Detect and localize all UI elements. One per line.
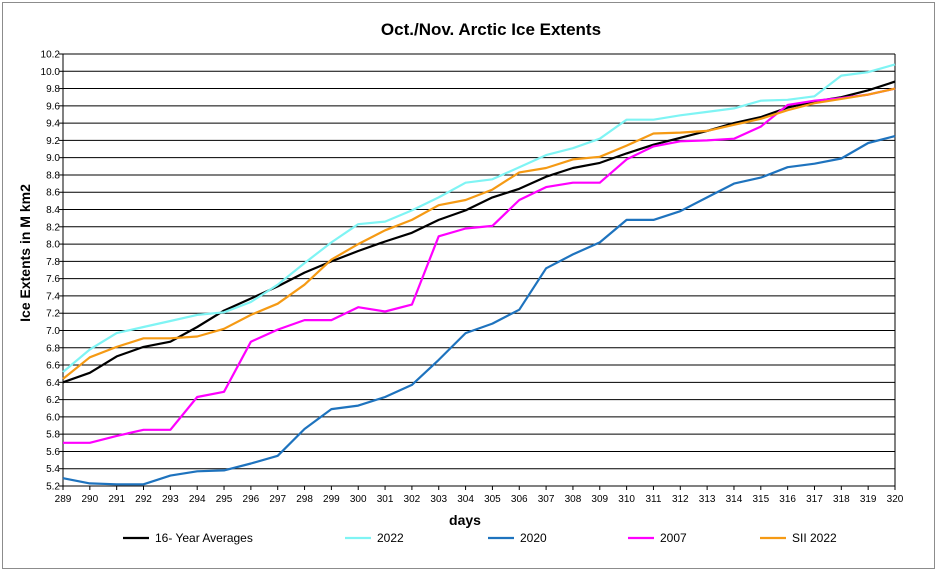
y-tick-label: 10.0 — [41, 67, 61, 78]
y-tick-label: 8.4 — [46, 205, 60, 216]
x-tick-label: 298 — [296, 494, 313, 505]
y-tick-label: 8.2 — [46, 222, 60, 233]
legend: 16- Year Averages 2022 2020 2007 SII 2022 — [123, 531, 837, 545]
series-line-sii-2022 — [62, 87, 896, 380]
y-tick-label: 5.4 — [46, 464, 60, 475]
x-tick-label: 304 — [457, 494, 474, 505]
x-tick-label: 314 — [726, 494, 743, 505]
x-tick-label: 315 — [752, 494, 769, 505]
y-tick-label: 5.8 — [46, 430, 60, 441]
y-tick-label: 7.8 — [46, 257, 60, 268]
x-tick-label: 302 — [404, 494, 421, 505]
x-tick-label: 318 — [833, 494, 850, 505]
x-tick-label: 290 — [81, 494, 98, 505]
x-tick-label: 292 — [135, 494, 152, 505]
y-tick-label: 7.2 — [46, 309, 60, 320]
y-tick-label: 5.6 — [46, 447, 60, 458]
plot-area: 5.2 5.4 5.6 5.8 6.0 6.2 6.4 6.6 6.8 7.0 7.2 7.4 7.6 7… — [41, 50, 904, 506]
x-tick-label: 313 — [699, 494, 716, 505]
x-tick-label: 316 — [779, 494, 796, 505]
y-tick-label: 10.2 — [41, 50, 61, 61]
x-tick-label: 305 — [484, 494, 501, 505]
x-tick-label: 310 — [618, 494, 635, 505]
x-tick-label: 309 — [591, 494, 608, 505]
y-tick-label: 6.4 — [46, 378, 60, 389]
y-tick-label: 8.0 — [46, 240, 60, 251]
y-tick-label: 5.2 — [46, 482, 60, 493]
y-tick-label: 9.4 — [46, 119, 60, 130]
legend-label: 16- Year Averages — [155, 531, 253, 545]
x-tick-label: 293 — [162, 494, 179, 505]
legend-label: 2022 — [377, 531, 404, 545]
x-tick-label: 319 — [860, 494, 877, 505]
x-tick-label: 312 — [672, 494, 689, 505]
y-tick-label: 8.6 — [46, 188, 60, 199]
y-tick-label: 6.8 — [46, 343, 60, 354]
x-axis-label: days — [449, 512, 481, 528]
x-tick-label: 311 — [645, 494, 661, 505]
x-tick-label: 303 — [430, 494, 447, 505]
x-tick-label: 308 — [565, 494, 582, 505]
y-tick-label: 6.6 — [46, 361, 60, 372]
y-tick-label: 7.0 — [46, 326, 60, 337]
x-tick-label: 294 — [189, 494, 206, 505]
x-tick-label: 296 — [243, 494, 260, 505]
x-tick-label: 317 — [806, 494, 823, 505]
y-tick-label: 6.2 — [46, 395, 60, 406]
x-tick-label: 301 — [377, 494, 394, 505]
y-tick-label: 7.4 — [46, 291, 60, 302]
series-line-16-year-averages — [62, 80, 896, 384]
y-tick-label: 9.6 — [46, 101, 60, 112]
x-tick-label: 291 — [108, 494, 125, 505]
y-tick-label: 8.8 — [46, 170, 60, 181]
x-tick-label: 297 — [269, 494, 286, 505]
legend-label: SII 2022 — [792, 531, 837, 545]
x-tick-label: 307 — [538, 494, 555, 505]
y-tick-label: 9.0 — [46, 153, 60, 164]
x-tick-label: 306 — [511, 494, 528, 505]
series-line-2020 — [62, 135, 896, 486]
plot-background — [63, 54, 895, 486]
x-tick-label: 295 — [216, 494, 233, 505]
chart-title: Oct./Nov. Arctic Ice Extents — [381, 20, 601, 39]
y-tick-label: 9.2 — [46, 136, 60, 147]
legend-label: 2020 — [520, 531, 547, 545]
x-tick-label: 299 — [323, 494, 340, 505]
x-tick-label: 320 — [887, 494, 904, 505]
x-tick-label: 289 — [55, 494, 72, 505]
series-line-2022 — [62, 63, 896, 373]
y-tick-label: 6.0 — [46, 412, 60, 423]
legend-label: 2007 — [660, 531, 687, 545]
series-line-2007 — [63, 87, 896, 444]
y-tick-label: 9.8 — [46, 84, 60, 95]
chart: Oct./Nov. Arctic Ice Extents days Ice Ex… — [17, 20, 904, 545]
x-tick-label: 300 — [350, 494, 367, 505]
y-axis-label: Ice Extents in M km2 — [17, 184, 33, 322]
y-tick-label: 7.6 — [46, 274, 60, 285]
